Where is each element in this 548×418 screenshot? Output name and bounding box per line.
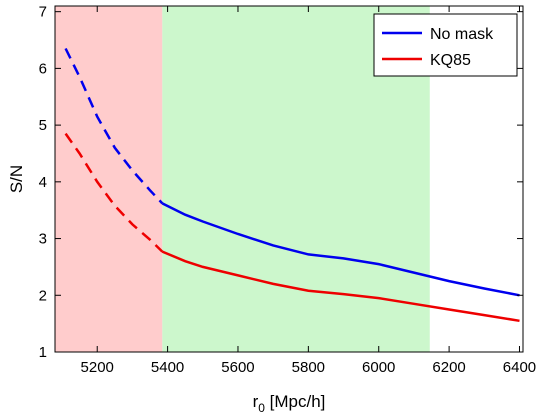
legend: No mask KQ85 xyxy=(373,13,518,77)
y-axis-label: S/N xyxy=(7,165,26,193)
y-tick-label: 4 xyxy=(39,174,47,191)
x-tick-label: 6400 xyxy=(503,359,536,376)
series-0-solid-line xyxy=(161,202,520,297)
y-tick-label: 5 xyxy=(39,117,47,134)
series-lines xyxy=(64,47,520,323)
x-axis-ticks: 5200 5400 5600 5800 6000 6200 6400 xyxy=(81,6,536,376)
x-tick-label: 5400 xyxy=(151,359,184,376)
x-tick-label: 5800 xyxy=(292,359,325,376)
y-tick-label: 1 xyxy=(39,344,47,361)
shaded-region-0 xyxy=(55,6,163,352)
y-axis-ticks: 1 2 3 4 5 6 7 xyxy=(39,4,523,361)
legend-label-kq85: KQ85 xyxy=(430,52,471,69)
x-axis-label-units: [Mpc/h] xyxy=(265,392,325,411)
y-tick-label: 2 xyxy=(39,287,47,304)
series-1-solid-line xyxy=(161,250,520,323)
x-tick-label: 5600 xyxy=(221,359,254,376)
y-tick-label: 6 xyxy=(39,60,47,77)
x-tick-label: 6000 xyxy=(362,359,395,376)
y-tick-label: 3 xyxy=(39,231,47,248)
x-axis-label-main: r xyxy=(253,392,259,411)
legend-box xyxy=(373,13,518,77)
series-1-dashed-line xyxy=(64,132,164,253)
legend-label-no-mask: No mask xyxy=(430,26,494,43)
x-tick-label: 6200 xyxy=(432,359,465,376)
x-axis-label: r0 [Mpc/h] xyxy=(253,392,326,415)
y-tick-label: 7 xyxy=(39,4,47,21)
x-axis-label-subscript: 0 xyxy=(258,401,265,415)
x-tick-label: 5200 xyxy=(81,359,114,376)
series-0-dashed-line xyxy=(64,47,164,205)
axes-box xyxy=(54,5,524,353)
